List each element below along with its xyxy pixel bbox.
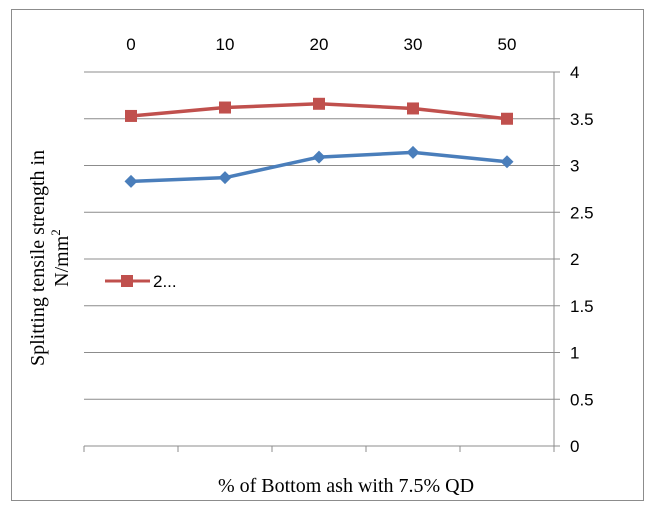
y-tick-label-3: 1.5: [570, 297, 594, 316]
series-1-point-1: [219, 101, 231, 114]
x-tick-label-2: 20: [310, 35, 329, 54]
y-tick-labels: 0 0.5 1 1.5 2 2.5 3 3.5 4: [570, 63, 594, 456]
series-2-point-1: [218, 171, 232, 185]
y-tick-label-8: 4: [570, 63, 579, 82]
y-tick-label-5: 2.5: [570, 203, 594, 222]
axes: [83, 71, 560, 452]
series-2-point-4: [500, 155, 514, 169]
x-axis-title: % of Bottom ash with 7.5% QD: [218, 475, 474, 497]
y-tick-label-1: 0.5: [570, 390, 594, 409]
y-tick-label-0: 0: [570, 437, 579, 456]
x-tick-label-3: 30: [404, 35, 423, 54]
x-tick-label-4: 50: [498, 35, 517, 54]
series-1-point-3: [407, 102, 419, 115]
y-axis-title-line2: N/mm2: [48, 229, 73, 287]
series-2-point-3: [406, 145, 420, 159]
series-1-point-4: [501, 112, 513, 125]
chart-frame: [11, 9, 644, 501]
y-axis-title: Splitting tensile strength in N/mm2: [27, 150, 73, 366]
series-1-point-0: [125, 109, 137, 122]
y-axis-title-line1: Splitting tensile strength in: [27, 150, 49, 366]
series-1-point-2: [313, 97, 325, 110]
y-tick-label-7: 3.5: [570, 110, 594, 129]
gridlines: [84, 71, 554, 400]
y-tick-label-2: 1: [570, 344, 579, 363]
legend-label-series-1: 2...: [153, 272, 177, 291]
legend-marker-series-1: [121, 275, 133, 287]
y-tick-label-4: 2: [570, 250, 579, 269]
series-2-point-2: [312, 150, 326, 164]
series-group: [124, 97, 514, 188]
legend: 2...: [105, 272, 177, 291]
x-tick-label-0: 0: [126, 35, 135, 54]
series-2-point-0: [124, 174, 138, 188]
x-tick-labels: 0 10 20 30 50: [126, 35, 516, 54]
x-tick-label-1: 10: [216, 35, 235, 54]
y-tick-label-6: 3: [570, 157, 579, 176]
